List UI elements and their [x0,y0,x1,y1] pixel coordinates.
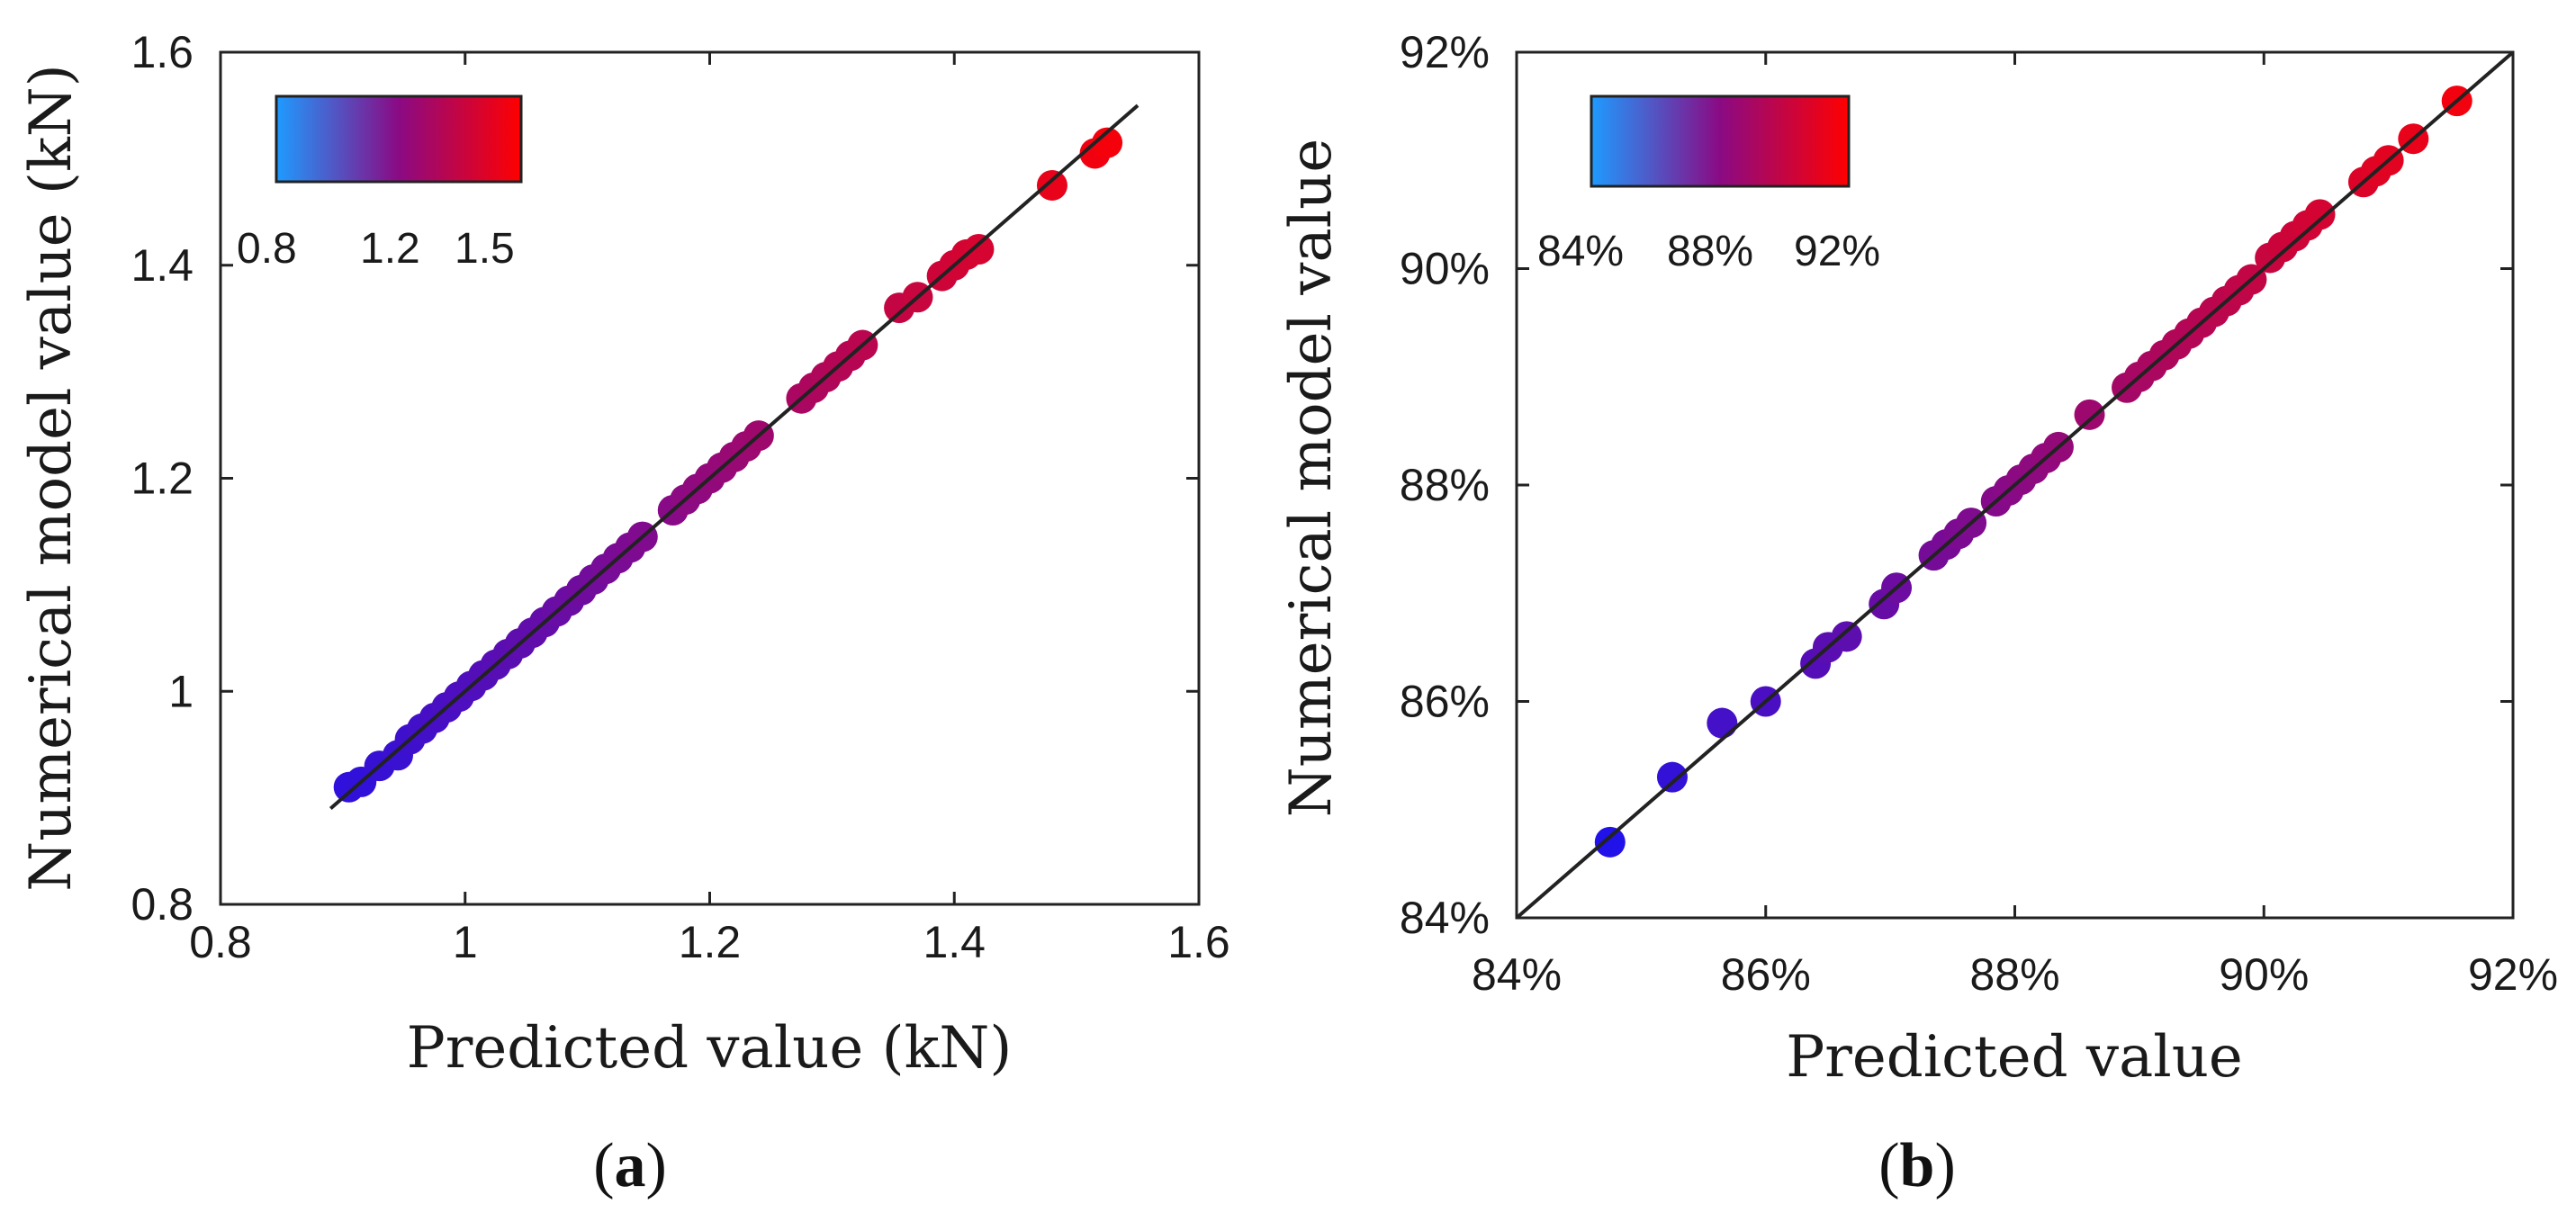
panel-a-x-tick-label: 1.6 [1167,917,1230,967]
panel-a-y-tick-label: 1.6 [131,27,194,77]
panel-b-x-axis-label: Predicted value [1786,1024,2243,1091]
panel-b-data-point [1594,826,1626,858]
panel-b-data-point [1707,707,1738,739]
panel-b-x-tick-label: 86% [1721,949,1811,1000]
panel-a-colorbar-tick-0: 0.8 [237,225,297,273]
panel-b-y-tick-label: 84% [1400,893,1490,943]
panel-a-label: (a) [593,1131,667,1200]
panel-a-y-tick-label: 1 [168,666,194,716]
panel-b-data-point [1831,621,1862,652]
panel-a-reference-line [329,103,1139,810]
panel-a-data-point [963,233,995,265]
panel-a-colorbar-tick-2: 1.5 [455,225,515,273]
panel-a-data-point [1036,169,1067,201]
panel-b-colorbar-tick-1: 88% [1667,228,1753,275]
panel-a-y-tick-label: 1.2 [131,454,194,504]
panel-b-reference-line [1515,50,2515,920]
panel-b-letter: b [1900,1131,1935,1200]
panel-a-y-tick-label: 1.4 [131,240,194,291]
panel-b-y-tick-label: 92% [1400,27,1490,77]
panel-a-letter: a [615,1131,646,1200]
panel-b-x-tick-label: 90% [2219,949,2309,1000]
panel-b-y-tick-label: 90% [1400,244,1490,294]
panel-a-y-axis-label: Numerical model value (kN) [18,64,85,891]
panel-b-y-tick-label: 86% [1400,677,1490,727]
panel-a-colorbar-tick-1: 1.2 [360,225,420,273]
panel-b-label: (b) [1878,1131,1956,1200]
panel-a-x-tick-label: 0.8 [189,917,252,967]
panel-b-x-tick-label: 84% [1472,949,1562,1000]
panel-b-colorbar-tick-2: 92% [1794,228,1880,275]
panel-a-x-tick-label: 1.2 [679,917,742,967]
panel-b-data-point [2304,199,2336,230]
panel-a-colorbar [275,94,523,184]
panel-b-colorbar-tick-0: 84% [1537,228,1624,275]
panel-b-y-axis-label: Numerical model value [1278,139,1345,817]
panel-a: 0.8 1 1.2 1.4 1.6 0.8 1 1.2 1.4 1.6 0.8 1.2 1.5 P… [18,27,1230,1200]
panel-b-data-point [1656,761,1688,793]
panel-b-x-tick-label: 88% [1969,949,2059,1000]
panel-b-ticks: 84% 86% 88% 90% 92% 84% 86% 88% 90% 92% [1400,27,2558,1000]
panel-a-y-tick-label: 0.8 [131,879,194,930]
panel-a-x-axis-label: Predicted value (kN) [407,1015,1013,1082]
panel-a-ticks: 0.8 1 1.2 1.4 1.6 0.8 1 1.2 1.4 1.6 [131,27,1229,967]
panel-b-colorbar [1590,94,1851,188]
panel-a-data-point [1092,127,1123,158]
panel-a-x-tick-label: 1 [453,917,478,967]
panel-b-x-tick-label: 92% [2468,949,2558,1000]
panel-a-x-tick-label: 1.4 [923,917,986,967]
panel-b-y-tick-label: 88% [1400,460,1490,510]
panel-b: 84% 86% 88% 90% 92% 84% 86% 88% 90% 92% 84% 88% 9… [1278,27,2558,1200]
panel-b-data-point [2074,399,2105,430]
